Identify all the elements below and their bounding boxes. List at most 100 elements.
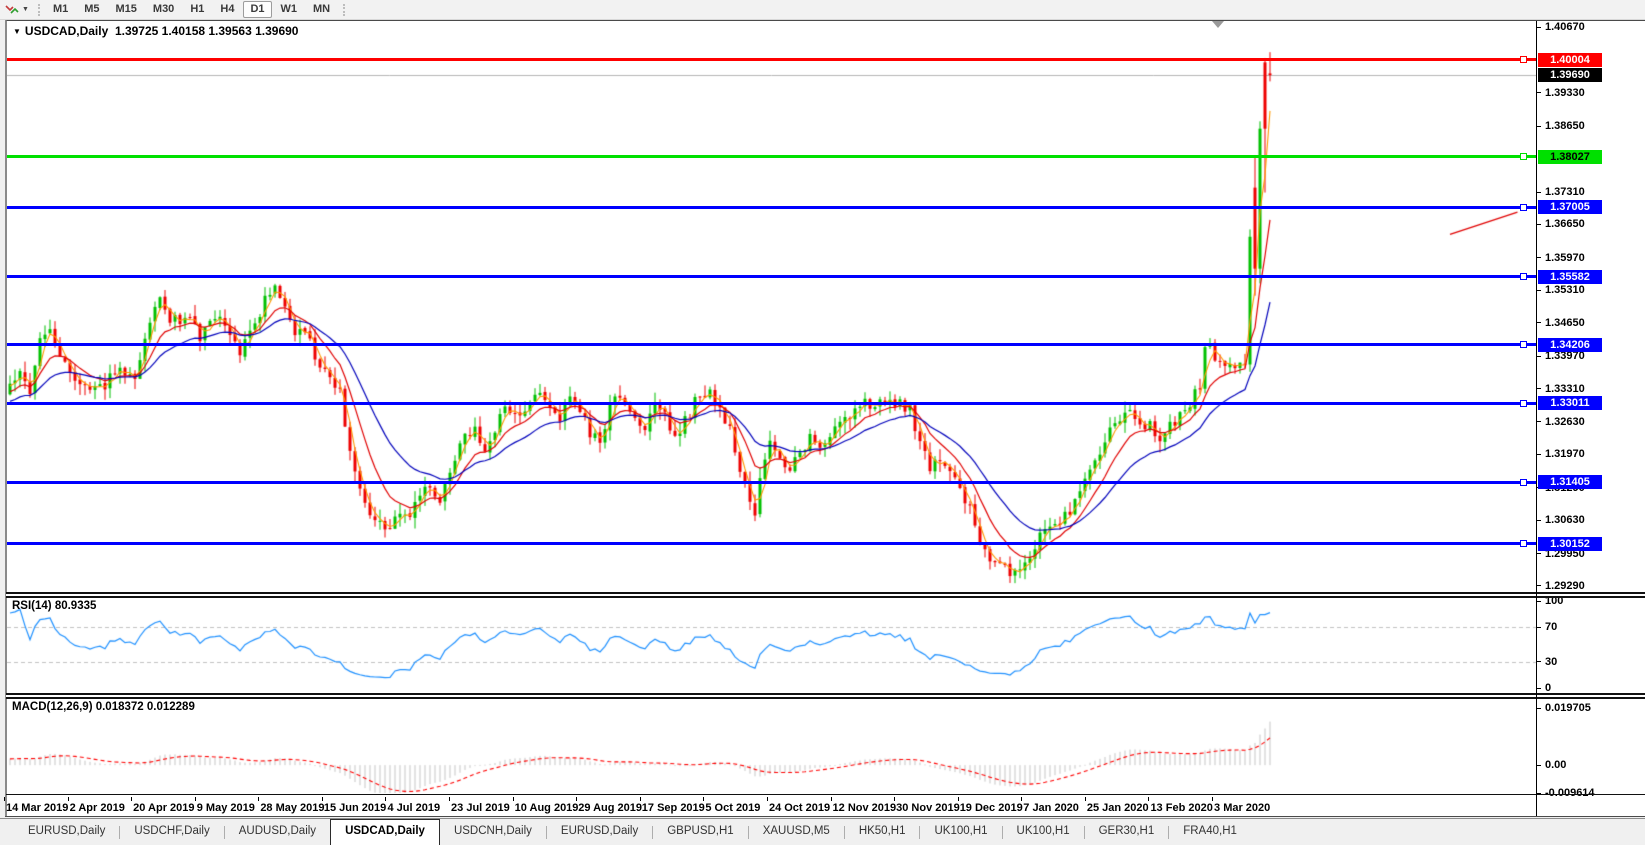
timeframe-button-M5[interactable]: M5: [84, 3, 100, 15]
price-axis-label: 1.34650: [1545, 316, 1585, 329]
rsi-axis-tick: [1537, 600, 1541, 602]
chart-tab-GER30-H1[interactable]: GER30,H1: [1098, 825, 1155, 837]
macd-panel-canvas[interactable]: [7, 699, 1536, 794]
horizontal-level-line[interactable]: [7, 542, 1536, 546]
price-axis-label: 1.35310: [1545, 284, 1585, 297]
date-axis-tick: [512, 797, 514, 801]
timeframe-button-M1[interactable]: M1: [52, 3, 69, 15]
panel-splitter[interactable]: [6, 693, 1645, 699]
chart-tab-USDCHF-Daily[interactable]: USDCHF,Daily: [134, 825, 210, 837]
timeframe-toolbar: ▼ M1 M5 M15 M30 H1 H4 D1 W1 MN: [0, 0, 1645, 20]
tab-separator: [1001, 825, 1003, 839]
date-axis-tick: [1021, 797, 1023, 801]
level-price-label: 1.40004: [1538, 52, 1602, 67]
chart-tab-USDCNH-Daily[interactable]: USDCNH,Daily: [453, 825, 532, 837]
chart-tab-EURUSD-Daily[interactable]: EURUSD,Daily: [28, 825, 106, 837]
level-line-handle[interactable]: [1520, 203, 1527, 211]
chart-tab-FRA40-H1[interactable]: FRA40,H1: [1183, 825, 1237, 837]
chart-title: ▼ USDCAD,Daily 1.39725 1.40158 1.39563 1.…: [13, 24, 298, 38]
chart-tab-EURUSD-Daily[interactable]: EURUSD,Daily: [560, 825, 639, 837]
tab-separator: [223, 825, 225, 839]
price-axis-tick: [1537, 289, 1541, 291]
date-axis-tick: [131, 797, 133, 801]
macd-axis-label: 0.019705: [1545, 702, 1591, 714]
rsi-label: RSI(14) 80.9335: [12, 600, 97, 612]
date-axis-label: 19 Dec 2019: [959, 802, 1023, 814]
level-line-handle[interactable]: [1520, 273, 1527, 281]
level-price-label: 1.34206: [1538, 337, 1602, 352]
level-line-handle[interactable]: [1520, 399, 1527, 407]
price-axis-tick: [1537, 191, 1541, 193]
timeframe-button-MN[interactable]: MN: [313, 3, 331, 15]
timeframe-button-D1[interactable]: D1: [243, 1, 272, 18]
price-axis-tick: [1537, 26, 1541, 28]
date-axis-label: 23 Jul 2019: [451, 802, 510, 814]
rsi-axis-tick: [1537, 661, 1541, 663]
scroll-to-end-marker-icon[interactable]: [1212, 21, 1224, 28]
chart-symbol-label: USDCAD,Daily: [24, 24, 109, 38]
tab-separator: [545, 825, 547, 839]
horizontal-level-line[interactable]: [7, 205, 1536, 209]
level-line-handle[interactable]: [1520, 341, 1527, 349]
level-line-handle[interactable]: [1520, 478, 1527, 486]
price-axis-label: 1.37310: [1545, 186, 1585, 199]
rsi-panel-canvas[interactable]: [7, 598, 1536, 693]
candlestick-chart-canvas[interactable]: [7, 21, 1536, 592]
horizontal-level-line[interactable]: [7, 275, 1536, 279]
price-axis-tick: [1537, 92, 1541, 94]
timeframe-button-H1[interactable]: H1: [190, 3, 205, 15]
date-axis-label: 5 Oct 2019: [705, 802, 761, 814]
rsi-axis-tick: [1537, 687, 1541, 689]
date-axis-tick: [1084, 797, 1086, 801]
horizontal-level-line[interactable]: [7, 58, 1536, 62]
level-line-handle[interactable]: [1520, 153, 1527, 161]
date-axis-label: 25 Jan 2020: [1086, 802, 1149, 814]
chart-tab-UK100-H1[interactable]: UK100,H1: [1016, 825, 1070, 837]
chart-tab-XAUUSD-M5[interactable]: XAUUSD,M5: [762, 825, 830, 837]
timeframe-button-M30[interactable]: M30: [152, 3, 175, 15]
level-price-label: 1.35582: [1538, 269, 1602, 284]
timeframe-button-M15[interactable]: M15: [115, 3, 137, 15]
date-axis-label: 2 Apr 2019: [69, 802, 125, 814]
chart-tab-bar: EURUSD,Daily USDCHF,Daily AUDUSD,Daily USDC…: [0, 818, 1645, 845]
price-axis-tick: [1537, 355, 1541, 357]
rsi-axis-label: 70: [1545, 621, 1558, 634]
level-line-handle[interactable]: [1520, 56, 1527, 64]
window-bottom-border: [5, 816, 1645, 817]
chart-tab-USDCAD-Daily[interactable]: USDCAD,Daily: [330, 819, 440, 845]
chart-tab-GBPUSD-H1[interactable]: GBPUSD,H1: [667, 825, 734, 837]
level-line-handle[interactable]: [1520, 540, 1527, 548]
macd-axis-label: -0.009614: [1545, 787, 1595, 799]
timeframe-button-H4[interactable]: H4: [220, 3, 235, 15]
timeframe-buttons-group: M1 M5 M15 M30 H1 H4 D1 W1 MN: [46, 1, 337, 18]
chart-tab-UK100-H1[interactable]: UK100,H1: [934, 825, 988, 837]
chart-arrows-icon[interactable]: [3, 2, 21, 18]
price-axis-tick: [1537, 322, 1541, 324]
date-axis-label: 28 May 2019: [260, 802, 325, 814]
horizontal-level-line[interactable]: [7, 155, 1536, 159]
date-axis-tick: [830, 797, 832, 801]
timeframe-button-W1[interactable]: W1: [280, 3, 298, 15]
price-axis-tick: [1537, 421, 1541, 423]
chart-ohlc-values: 1.39725 1.40158 1.39563 1.39690: [114, 24, 299, 38]
date-axis-tick: [449, 797, 451, 801]
price-axis-label: 1.33970: [1545, 350, 1585, 363]
panel-splitter[interactable]: [6, 592, 1645, 598]
horizontal-level-line[interactable]: [7, 343, 1536, 347]
date-axis-label: 3 Mar 2020: [1214, 802, 1271, 814]
macd-axis-tick: [1537, 792, 1541, 794]
macd-label: MACD(12,26,9) 0.018372 0.012289: [12, 701, 195, 713]
horizontal-level-line[interactable]: [7, 401, 1536, 405]
chart-tab-HK50-H1[interactable]: HK50,H1: [858, 825, 906, 837]
chart-tab-AUDUSD-Daily[interactable]: AUDUSD,Daily: [238, 825, 317, 837]
date-axis-tick: [194, 797, 196, 801]
horizontal-level-line[interactable]: [7, 480, 1536, 484]
tab-bar-spacer: [0, 819, 14, 845]
price-axis-border: [1536, 21, 1537, 816]
price-axis-label: 1.33310: [1545, 382, 1585, 395]
price-axis-label: 1.31970: [1545, 448, 1585, 461]
collapse-triangle-icon[interactable]: ▼: [13, 27, 21, 36]
date-axis-tick: [957, 797, 959, 801]
price-axis-label: 1.39330: [1545, 86, 1585, 99]
toolbar-dropdown-caret-icon[interactable]: ▼: [22, 6, 29, 13]
